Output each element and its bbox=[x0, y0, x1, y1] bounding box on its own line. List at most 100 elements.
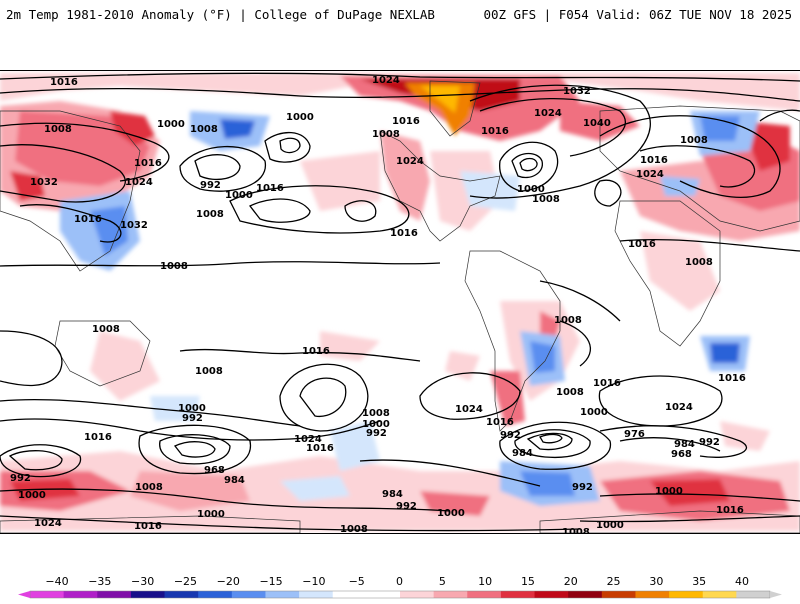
color-swatch bbox=[164, 591, 199, 598]
isobar-label: 1024 bbox=[665, 402, 693, 413]
legend-tick-label: 20 bbox=[564, 575, 578, 588]
isobar-label: 1016 bbox=[486, 417, 514, 428]
legend-tick-label: −40 bbox=[45, 575, 68, 588]
color-swatch bbox=[433, 591, 468, 598]
legend-tick-label: −25 bbox=[174, 575, 197, 588]
color-swatch bbox=[299, 591, 334, 598]
isobar-label: 1000 bbox=[225, 190, 253, 201]
color-swatch bbox=[63, 591, 98, 598]
legend-tick-label: 30 bbox=[649, 575, 663, 588]
isobars bbox=[0, 72, 800, 532]
legend-tick-label: 10 bbox=[478, 575, 492, 588]
legend-tick-label: 40 bbox=[735, 575, 749, 588]
isobar-label: 1000 bbox=[362, 419, 390, 430]
isobar-label: 984 bbox=[224, 475, 245, 486]
color-swatch bbox=[702, 591, 737, 598]
world-map[interactable]: 1016 1008 1000 1024 1016 1032 1024 1016 … bbox=[0, 70, 800, 534]
isobar-label: 1000 bbox=[157, 119, 185, 130]
legend-tick-label: −35 bbox=[88, 575, 111, 588]
isobar-label: 984 bbox=[512, 448, 533, 459]
isobar-label: 1008 bbox=[195, 366, 223, 377]
isobar-label: 1008 bbox=[562, 527, 590, 533]
color-swatch bbox=[568, 591, 603, 598]
isobar-label: 1008 bbox=[44, 124, 72, 135]
color-swatch bbox=[736, 591, 771, 598]
isobar-label: 1008 bbox=[556, 387, 584, 398]
isobar-label: 992 bbox=[200, 180, 221, 191]
isobar-label: 1016 bbox=[392, 116, 420, 127]
isobar-label: 1016 bbox=[84, 432, 112, 443]
isobar-label: 992 bbox=[182, 413, 203, 424]
isobar-label: 984 bbox=[382, 489, 403, 500]
legend-tick-label: 15 bbox=[521, 575, 535, 588]
anomaly-fill bbox=[0, 73, 800, 531]
isobar-label: 992 bbox=[10, 473, 31, 484]
isobar-label: 1024 bbox=[396, 156, 424, 167]
isobar-label: 1032 bbox=[30, 177, 58, 188]
isobar-label: 992 bbox=[572, 482, 593, 493]
legend-tick-label: 5 bbox=[439, 575, 446, 588]
isobar-label: 1016 bbox=[390, 228, 418, 239]
color-swatch bbox=[265, 591, 300, 598]
isobar-label: 968 bbox=[671, 449, 692, 460]
isobar-label: 1008 bbox=[680, 135, 708, 146]
isobar-label: 1008 bbox=[685, 257, 713, 268]
isobar-label: 1016 bbox=[628, 239, 656, 250]
isobar-label: 1024 bbox=[294, 434, 322, 445]
color-swatch bbox=[198, 591, 233, 598]
isobar-label: 1000 bbox=[517, 184, 545, 195]
isobar-label: 1008 bbox=[532, 194, 560, 205]
isobar-label: 1024 bbox=[34, 518, 62, 529]
isobar-label: 1000 bbox=[178, 403, 206, 414]
isobar-label: 1008 bbox=[372, 129, 400, 140]
color-swatch bbox=[400, 591, 435, 598]
isobar-label: 1008 bbox=[554, 315, 582, 326]
legend-tick-label: −5 bbox=[349, 575, 365, 588]
isobar-label: 1000 bbox=[197, 509, 225, 520]
color-bar-min-arrow bbox=[18, 591, 30, 598]
isobar-label: 1016 bbox=[640, 155, 668, 166]
color-swatch bbox=[366, 591, 401, 598]
isobar-label: 1016 bbox=[134, 521, 162, 532]
color-swatch bbox=[635, 591, 670, 598]
coastlines bbox=[0, 80, 800, 533]
isobar-label: 1032 bbox=[563, 86, 591, 97]
color-swatch bbox=[30, 591, 65, 598]
isobar-label: 1040 bbox=[583, 118, 611, 129]
legend-tick-label: −10 bbox=[302, 575, 325, 588]
isobar-label: 1000 bbox=[580, 407, 608, 418]
legend-tick-label: 25 bbox=[607, 575, 621, 588]
legend-tick-label: −20 bbox=[217, 575, 240, 588]
isobar-labels: 1016 1008 1000 1024 1016 1032 1024 1016 … bbox=[10, 75, 746, 533]
isobar-label: 1016 bbox=[50, 77, 78, 88]
isobar-label: 1024 bbox=[125, 177, 153, 188]
color-swatch bbox=[467, 591, 502, 598]
isobar-label: 1000 bbox=[655, 486, 683, 497]
isobar-label: 984 bbox=[674, 439, 695, 450]
isobar-label: 1016 bbox=[134, 158, 162, 169]
color-swatch bbox=[231, 591, 266, 598]
isobar-label: 1000 bbox=[596, 520, 624, 531]
color-scale-legend: −40 −35 −30 −25 −20 −15 −10 −5 0 5 10 15 20 25 30 35 40 bbox=[0, 573, 800, 600]
isobar-label: 1016 bbox=[74, 214, 102, 225]
isobar-label: 1016 bbox=[716, 505, 744, 516]
isobar-label: 976 bbox=[624, 429, 645, 440]
color-swatch bbox=[500, 591, 536, 598]
color-swatch bbox=[669, 591, 704, 598]
isobar-label: 992 bbox=[396, 501, 417, 512]
isobar-label: 1000 bbox=[437, 508, 465, 519]
isobar-label: 1016 bbox=[302, 346, 330, 357]
isobar-label: 1024 bbox=[636, 169, 664, 180]
isobar-label: 1016 bbox=[306, 443, 334, 454]
legend-tick-label: 0 bbox=[396, 575, 403, 588]
isobar-label: 992 bbox=[699, 437, 720, 448]
header: 2m Temp 1981-2010 Anomaly (°F) | College… bbox=[0, 0, 800, 30]
isobar-label: 1008 bbox=[135, 482, 163, 493]
isobar-label: 1016 bbox=[481, 126, 509, 137]
color-swatch bbox=[130, 591, 166, 598]
isobar-label: 968 bbox=[204, 465, 225, 476]
isobar-label: 1024 bbox=[455, 404, 483, 415]
isobar-label: 1008 bbox=[196, 209, 224, 220]
isobar-label: 1008 bbox=[340, 524, 368, 533]
isobar-label: 1008 bbox=[190, 124, 218, 135]
